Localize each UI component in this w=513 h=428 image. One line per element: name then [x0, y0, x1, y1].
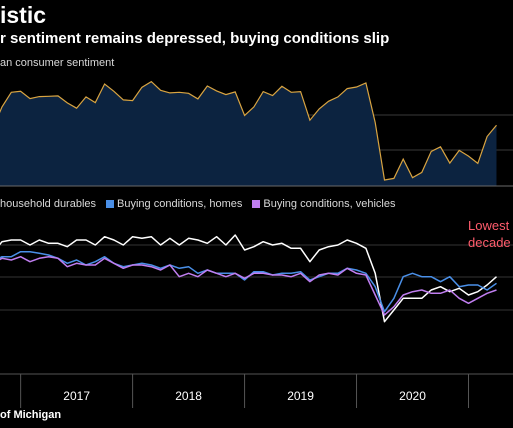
legend-swatch-vehicles	[252, 200, 261, 208]
x-tick-2019: 2019	[287, 389, 314, 403]
sentiment-area	[0, 81, 497, 186]
x-axis: 2017 2018 2019 2020	[0, 373, 513, 408]
x-tick-2020: 2020	[399, 389, 426, 403]
annotation: Lowest decade	[468, 218, 511, 250]
sentiment-panel-label: an consumer sentiment	[0, 57, 115, 69]
legend-label-vehicles: Buying conditions, vehicles	[263, 198, 396, 210]
series-line-0	[0, 234, 497, 323]
chart-subtitle: r sentiment remains depressed, buying co…	[0, 30, 390, 47]
annotation-line-1: decade	[468, 235, 511, 250]
chart-title: istic	[0, 2, 47, 28]
buying-conditions-panel	[0, 234, 513, 323]
annotation-line-0: Lowest	[468, 218, 510, 233]
x-tick-2018: 2018	[175, 389, 202, 403]
series-line-1	[0, 250, 497, 313]
legend-item-household-durables: household durables	[0, 198, 96, 210]
sentiment-panel	[0, 80, 513, 187]
x-tick-2017: 2017	[63, 389, 90, 403]
series-line-2	[0, 255, 497, 316]
legend: household durables Buying conditions, ho…	[0, 197, 405, 211]
legend-label-homes: Buying conditions, homes	[117, 198, 243, 210]
legend-item-homes: Buying conditions, homes	[106, 198, 242, 210]
legend-label-household-durables: household durables	[0, 198, 97, 210]
sentiment-line	[0, 80, 497, 181]
legend-item-vehicles: Buying conditions, vehicles	[252, 198, 395, 210]
legend-swatch-homes	[106, 200, 115, 208]
source-note: of Michigan	[0, 409, 62, 421]
